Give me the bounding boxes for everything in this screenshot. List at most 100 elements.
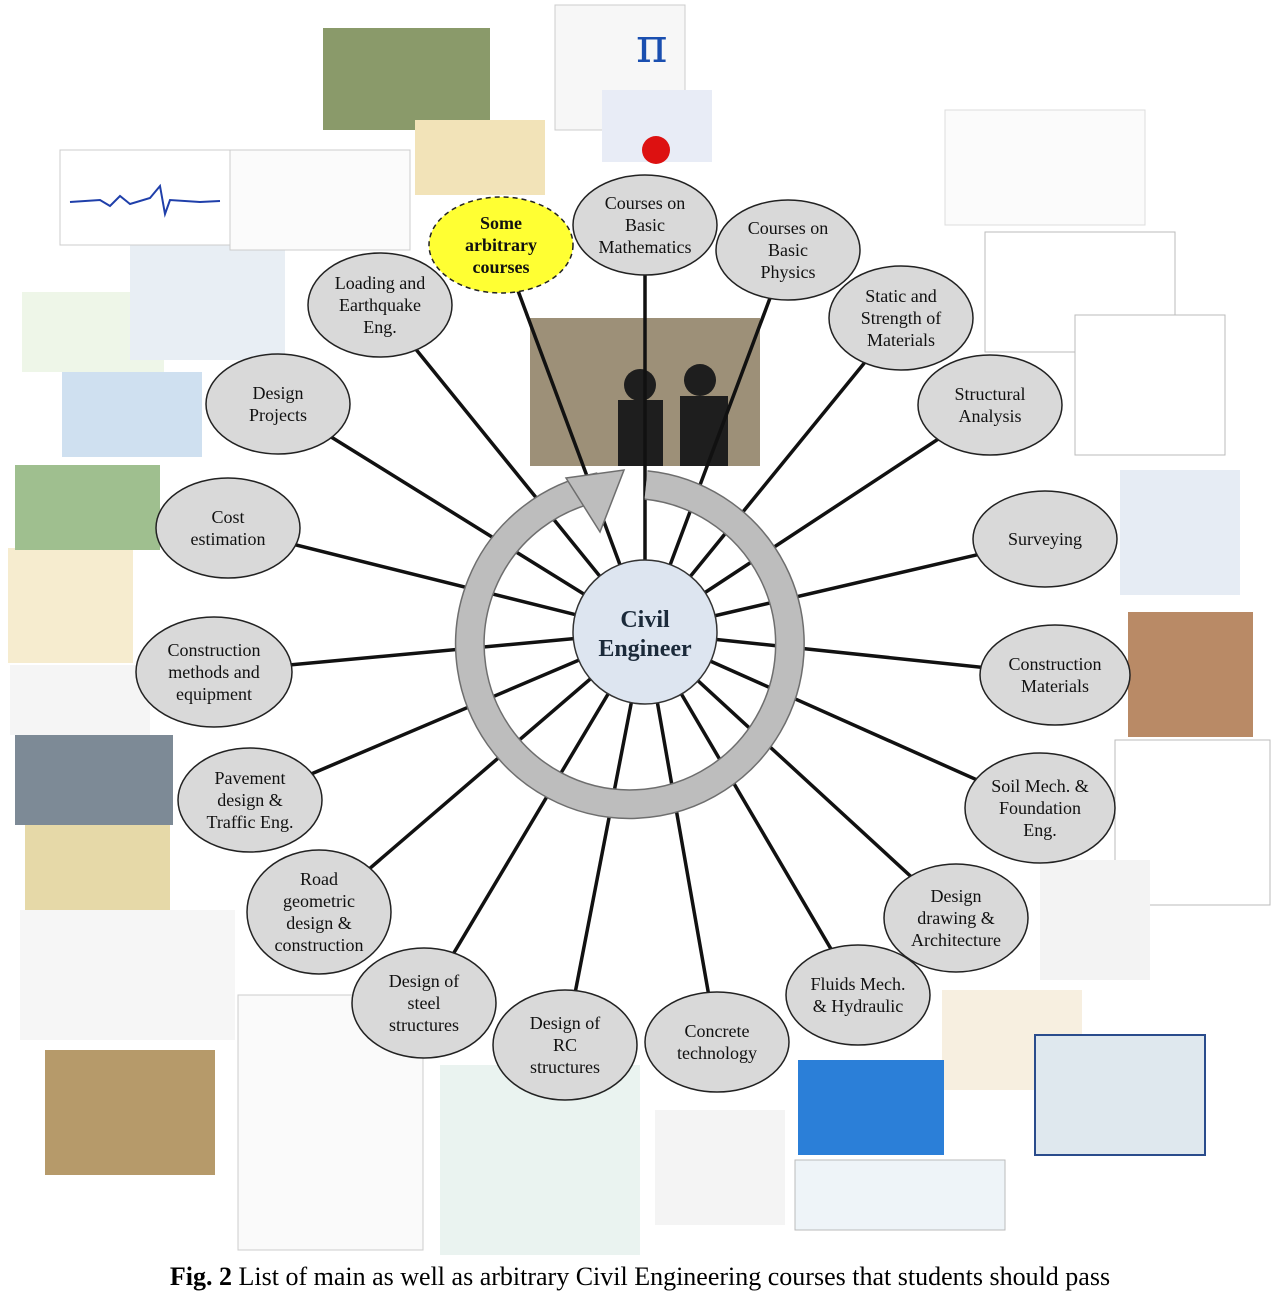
- topic-label: Physics: [760, 262, 815, 282]
- topic-label: Some: [480, 213, 522, 233]
- topic-label: RC: [553, 1035, 577, 1055]
- caption-label: Fig. 2: [169, 1262, 233, 1291]
- house-elevation-drawing: [229, 149, 411, 251]
- topic-label: Soil Mech. &: [991, 776, 1089, 796]
- crane-and-sign-picture: [8, 548, 133, 663]
- topic-label: courses: [473, 257, 530, 277]
- topic-label: Architecture: [911, 930, 1001, 950]
- topic-label: Structural: [955, 384, 1026, 404]
- bridge-model-picture: [415, 120, 545, 195]
- center-label-line1: Civil: [620, 607, 670, 633]
- topic-label: Road: [300, 869, 338, 889]
- topic-ellipse: [883, 863, 1029, 973]
- topic-node: Fluids Mech.& Hydraulic: [785, 944, 931, 1046]
- pi-symbol: π: [636, 18, 668, 74]
- silhouette-body-left: [618, 400, 663, 466]
- topic-label: structures: [389, 1015, 459, 1035]
- center-circle: [572, 559, 718, 705]
- incline-free-body-diagram: [944, 109, 1146, 226]
- topic-label: methods and: [168, 662, 260, 682]
- concrete-mixer-picture: [655, 1110, 785, 1225]
- grader-photo: [45, 1050, 215, 1175]
- civil-engineer-mind-map: π: [8, 4, 1271, 1255]
- topic-ellipse: [715, 199, 861, 301]
- topic-label: technology: [677, 1043, 757, 1063]
- center-label-line2: Engineer: [598, 636, 692, 662]
- topic-ellipse: [428, 196, 574, 294]
- topic-ellipse: [155, 477, 301, 579]
- topic-label: Concrete: [685, 1021, 750, 1041]
- lab-equipment-picture: [1040, 860, 1150, 980]
- topic-ellipse: [572, 174, 718, 276]
- topic-ellipse: [135, 616, 293, 728]
- topic-ellipse: [917, 354, 1063, 456]
- ring-arc-fill: [456, 471, 804, 818]
- thumbnail-pictures: π: [8, 4, 1271, 1255]
- topic-label: Eng.: [363, 317, 397, 337]
- topic-ellipse: [972, 490, 1118, 588]
- pavement-layers-picture: [25, 825, 170, 910]
- topic-label: Mathematics: [599, 237, 692, 257]
- topic-label: Earthquake: [339, 295, 421, 315]
- fluid-flow-plot: [798, 1060, 944, 1155]
- topic-label: Analysis: [959, 406, 1022, 426]
- topic-label: Materials: [867, 330, 935, 350]
- surveyor-silhouette: [1120, 470, 1240, 595]
- topic-label: geometric: [283, 891, 355, 911]
- topic-label: estimation: [191, 529, 266, 549]
- topic-label: Traffic Eng.: [207, 812, 294, 832]
- topic-label: Basic: [768, 240, 808, 260]
- topic-label: Design: [253, 383, 304, 403]
- topic-ellipse: [828, 265, 974, 371]
- topic-label: Courses on: [748, 218, 829, 238]
- physics-icons-grid: [742, 15, 922, 190]
- topic-label: Materials: [1021, 676, 1089, 696]
- topic-label: Cost: [211, 507, 244, 527]
- topic-ellipse: [964, 752, 1116, 864]
- topic-label: Basic: [625, 215, 665, 235]
- topic-label: Strength of: [861, 308, 942, 328]
- topic-label: Projects: [249, 405, 307, 425]
- topic-label: Design of: [389, 971, 460, 991]
- topic-ellipse: [644, 991, 790, 1093]
- topic-label: Design of: [530, 1013, 601, 1033]
- topic-label: Eng.: [1023, 820, 1057, 840]
- topic-node: Surveying: [972, 490, 1118, 588]
- topic-label: design &: [286, 913, 352, 933]
- portal-frame-diagram: [1074, 314, 1226, 456]
- topic-label: Construction: [168, 640, 261, 660]
- topic-label: & Hydraulic: [813, 996, 903, 1016]
- train-photo: [323, 28, 490, 130]
- topic-label: construction: [275, 935, 364, 955]
- topic-label: Fluids Mech.: [810, 974, 905, 994]
- topic-label: Foundation: [999, 798, 1081, 818]
- topic-label: Design: [931, 886, 982, 906]
- money-picture: [15, 465, 160, 550]
- caption-text: List of main as well as arbitrary Civil …: [232, 1262, 1111, 1291]
- blueprint-rolls: [62, 372, 202, 457]
- topic-ellipse: [351, 947, 497, 1059]
- topic-ellipse: [177, 747, 323, 853]
- topic-label: drawing &: [917, 908, 994, 928]
- red-sphere: [642, 136, 670, 164]
- silhouette-head-right: [684, 364, 716, 396]
- topic-ellipse: [785, 944, 931, 1046]
- seismograph-plot: [59, 149, 231, 246]
- topic-label: Surveying: [1008, 529, 1082, 549]
- architecture-rendering: [1034, 1034, 1206, 1156]
